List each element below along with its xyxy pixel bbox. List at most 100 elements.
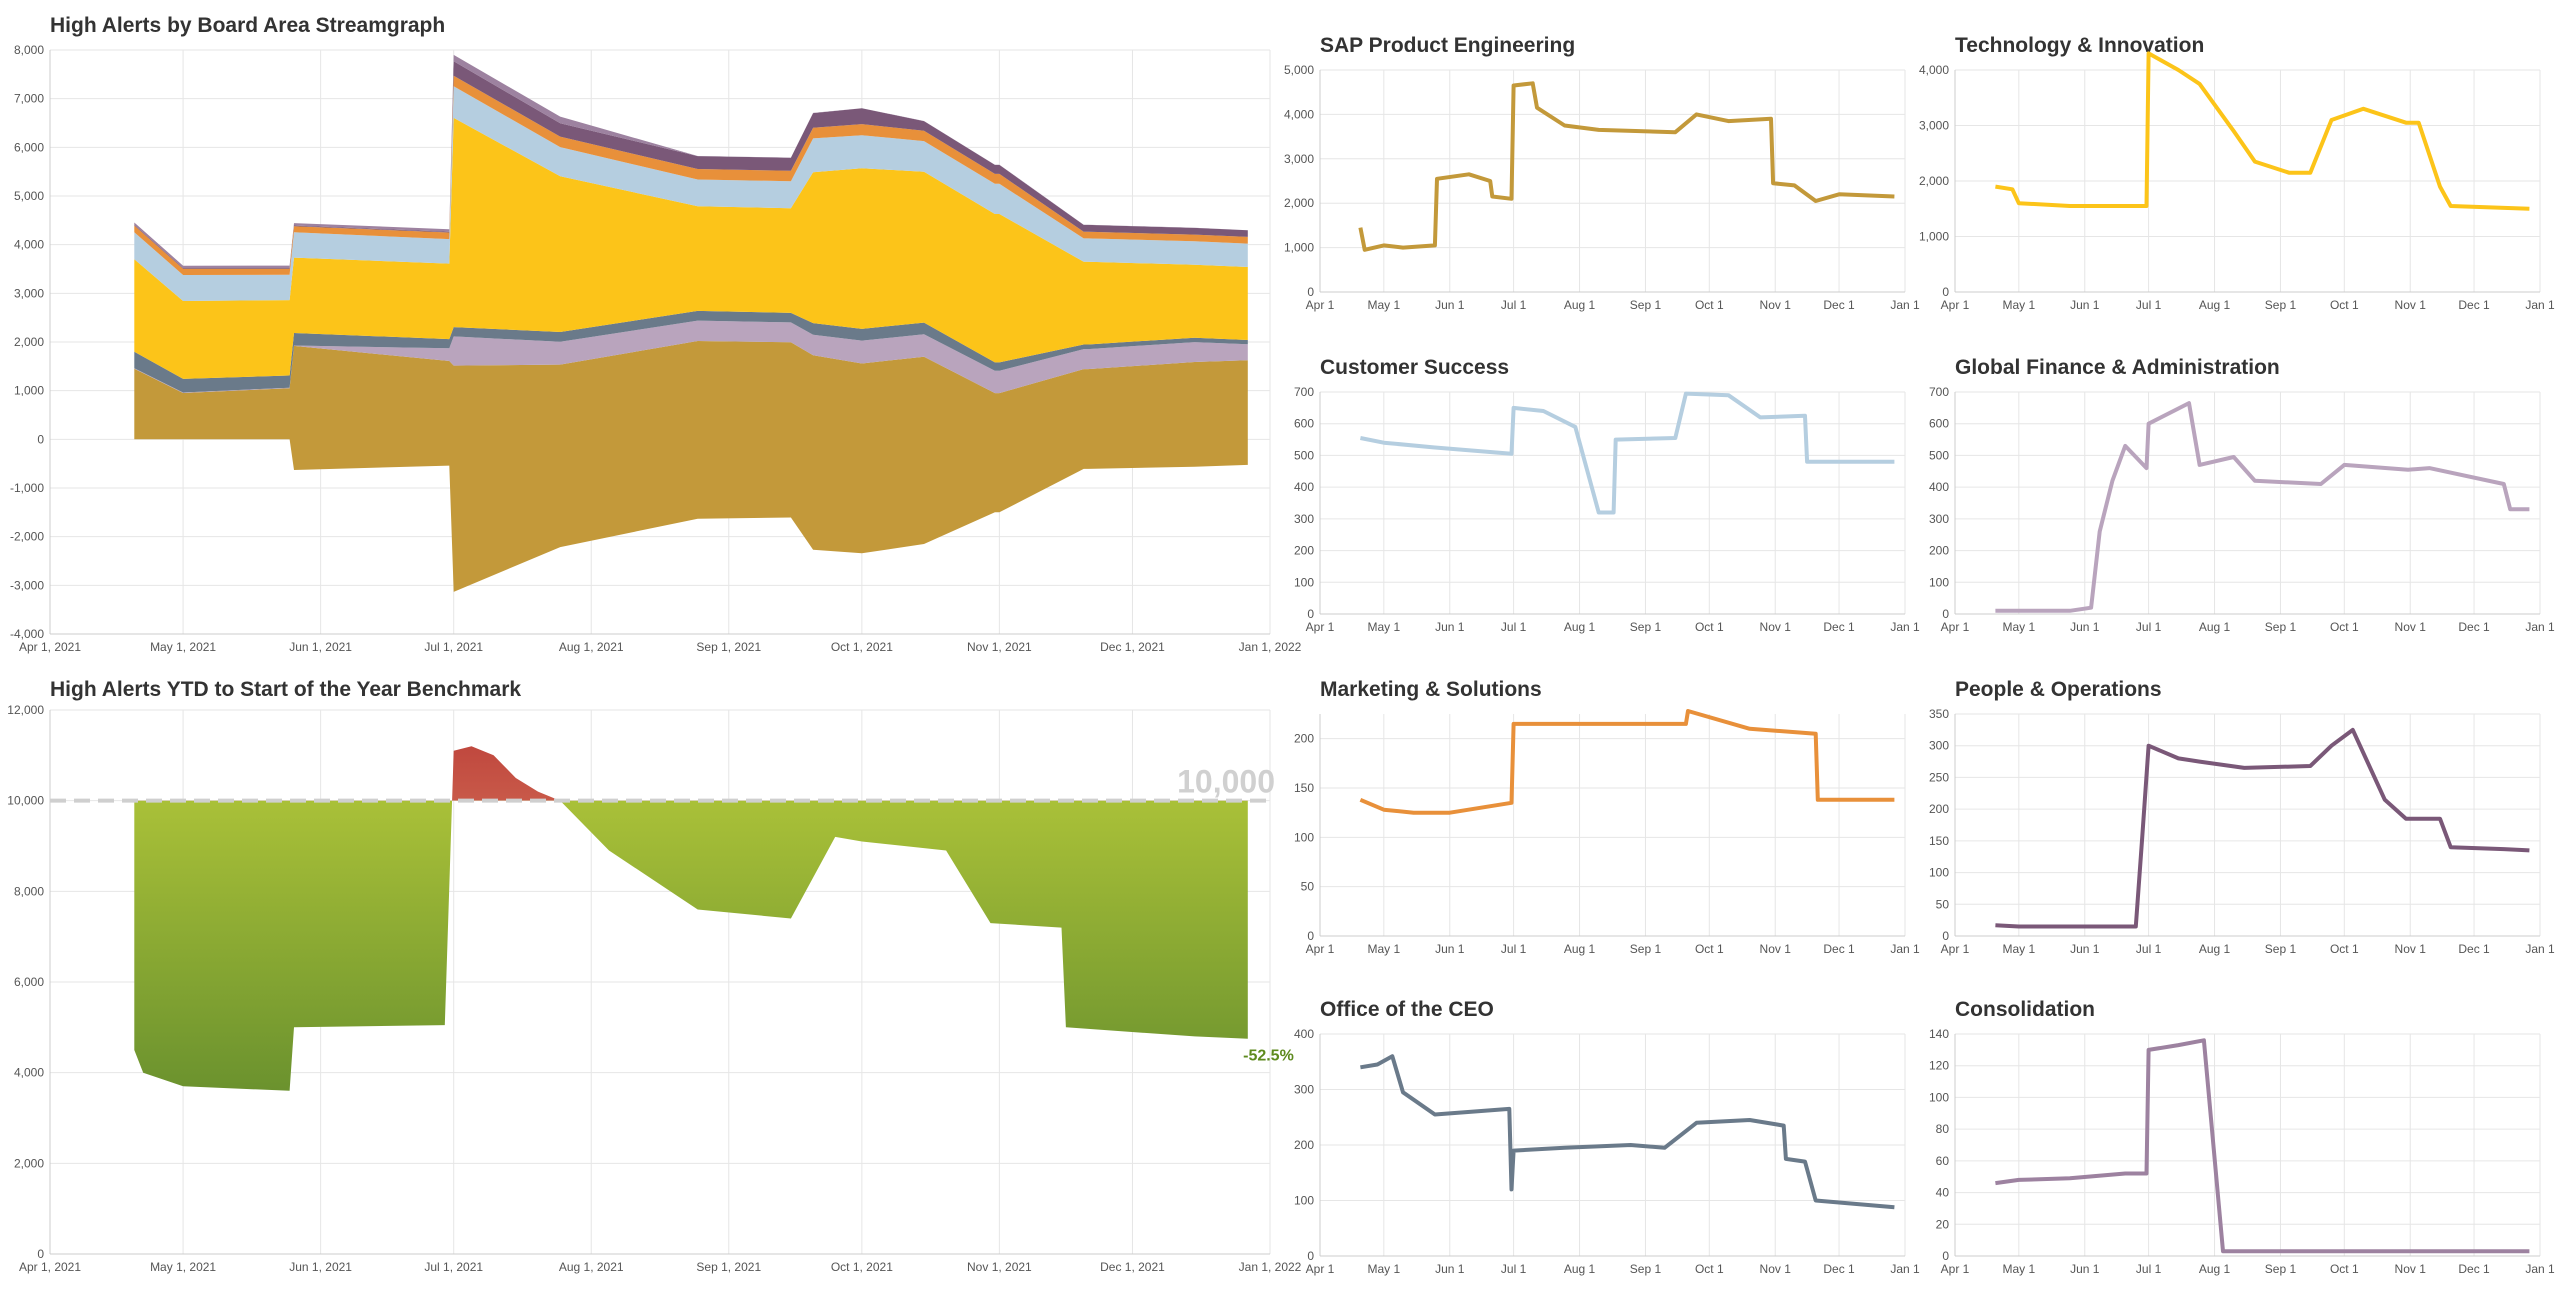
y-tick-label: 250 (1929, 770, 1949, 784)
x-tick-label: Apr 1 (1306, 942, 1335, 956)
x-tick-label: Oct 1 (1695, 1262, 1724, 1276)
x-tick-label: Jul 1 (2136, 1262, 2162, 1276)
x-tick-label: Aug 1 (2199, 298, 2231, 312)
y-tick-label: 5,000 (14, 189, 44, 203)
chart-svg: Apr 1 May 1 Jun 1 Jul 1 Aug 1 Sep 1 Oct 1 Nov 1… (1294, 385, 1920, 634)
y-tick-label: 200 (1929, 802, 1949, 816)
x-tick-label: Apr 1 (1941, 620, 1970, 634)
x-tick-label: Dec 1, 2021 (1100, 640, 1165, 654)
x-tick-label: Dec 1 (1823, 298, 1855, 312)
mini-chart-title: Consolidation (1955, 998, 2095, 1021)
x-tick-label: Jun 1 (1435, 298, 1465, 312)
y-tick-label: -4,000 (10, 627, 44, 641)
y-tick-label: 0 (1307, 607, 1314, 621)
mini-chart-title: Marketing & Solutions (1320, 678, 1542, 701)
y-tick-label: 200 (1294, 732, 1314, 746)
y-tick-label: 50 (1301, 880, 1315, 894)
y-tick-label: 100 (1929, 1090, 1949, 1104)
x-tick-label: Nov 1 (1760, 620, 1792, 634)
series-line (1360, 391, 1895, 515)
x-tick-label: Oct 1, 2021 (831, 1260, 893, 1274)
x-tick-label: Nov 1 (2395, 1262, 2427, 1276)
y-tick-label: 400 (1294, 480, 1314, 494)
x-tick-label: Jun 1, 2021 (289, 1260, 352, 1274)
chart-svg: Apr 1, 2021 May 1, 2021 Jun 1, 2021 Jul 1, … (7, 703, 1301, 1274)
x-tick-label: Nov 1 (1760, 1262, 1792, 1276)
gridlines (1954, 1033, 2541, 1257)
series-line (1358, 81, 1895, 252)
below-benchmark-area (134, 800, 1248, 1091)
x-tick-label: Nov 1 (2395, 298, 2427, 312)
x-tick-label: Jan 1 (2525, 1262, 2555, 1276)
y-tick-label: 1,000 (14, 384, 44, 398)
y-tick-label: 350 (1929, 707, 1949, 721)
y-tick-label: 100 (1294, 830, 1314, 844)
y-tick-label: 3,000 (14, 286, 44, 300)
x-tick-label: Jun 1 (1435, 942, 1465, 956)
x-tick-label: Jun 1, 2021 (289, 640, 352, 654)
end-change-label: -52.5% (1243, 1048, 1294, 1065)
x-tick-label: Sep 1 (1630, 298, 1662, 312)
x-tick-label: Aug 1 (2199, 620, 2231, 634)
y-tick-label: 120 (1929, 1059, 1949, 1073)
mini-chart-title: Office of the CEO (1320, 998, 1494, 1021)
x-tick-label: Sep 1 (2265, 1262, 2297, 1276)
y-tick-label: 150 (1294, 781, 1314, 795)
x-tick-label: Aug 1, 2021 (559, 1260, 624, 1274)
x-tick-label: Aug 1 (2199, 942, 2231, 956)
x-tick-label: Sep 1 (1630, 942, 1662, 956)
chart-svg: Apr 1 May 1 Jun 1 Jul 1 Aug 1 Sep 1 Oct 1 Nov 1… (1929, 707, 2555, 956)
x-tick-label: Apr 1, 2021 (19, 1260, 81, 1274)
x-tick-label: Sep 1, 2021 (696, 1260, 761, 1274)
x-tick-label: Oct 1 (2330, 620, 2359, 634)
mini-chart-sap-product-engineering: SAP Product Engineering Apr 1 May 1 Jun 1 J… (1284, 34, 1920, 334)
mini-chart-title: People & Operations (1955, 678, 2162, 701)
x-tick-label: Jun 1 (1435, 1262, 1465, 1276)
y-tick-label: 20 (1936, 1217, 1950, 1231)
y-tick-label: 400 (1294, 1027, 1314, 1041)
y-tick-label: 0 (37, 1247, 44, 1261)
y-tick-label: 8,000 (14, 884, 44, 898)
y-tick-label: 6,000 (14, 140, 44, 154)
mini-chart-consolidation: Consolidation Apr 1 May 1 Jun 1 Jul 1 Aug 1 S… (1929, 998, 2555, 1298)
y-tick-label: 140 (1929, 1027, 1949, 1041)
x-tick-label: Nov 1 (2395, 620, 2427, 634)
y-tick-label: 60 (1936, 1154, 1950, 1168)
stream-layer-1 (134, 320, 1248, 394)
x-tick-label: May 1 (1367, 942, 1400, 956)
y-tick-label: 12,000 (7, 703, 44, 717)
x-tick-label: Dec 1 (1823, 1262, 1855, 1276)
y-tick-label: 4,000 (14, 1066, 44, 1080)
x-tick-label: Dec 1, 2021 (1100, 1260, 1165, 1274)
x-tick-label: Jul 1 (1501, 298, 1527, 312)
mini-chart-title: SAP Product Engineering (1320, 34, 1576, 57)
y-tick-label: 0 (1307, 1249, 1314, 1263)
y-tick-label: -3,000 (10, 578, 44, 592)
chart-svg: Apr 1 May 1 Jun 1 Jul 1 Aug 1 Sep 1 Oct 1 Nov 1… (1929, 1027, 2555, 1276)
chart-svg: Apr 1, 2021 May 1, 2021 Jun 1, 2021 Jul 1, … (10, 43, 1302, 654)
x-tick-label: May 1, 2021 (150, 640, 216, 654)
gridlines (1319, 69, 1906, 293)
x-tick-label: Jun 1 (2070, 1262, 2100, 1276)
y-tick-label: 6,000 (14, 975, 44, 989)
stream-layer-3 (134, 117, 1248, 379)
x-tick-label: May 1, 2021 (150, 1260, 216, 1274)
x-tick-label: May 1 (1367, 298, 1400, 312)
gridlines (1954, 69, 2541, 293)
x-tick-label: Jan 1 (1890, 942, 1920, 956)
x-tick-label: Nov 1 (1760, 298, 1792, 312)
y-tick-label: 3,000 (1919, 119, 1949, 133)
mini-chart-title: Global Finance & Administration (1955, 356, 2280, 379)
x-tick-label: Jul 1 (2136, 298, 2162, 312)
mini-chart-technology-innovation: Technology & Innovation Apr 1 May 1 Jun 1 J… (1919, 34, 2555, 334)
y-tick-label: 300 (1929, 512, 1949, 526)
x-tick-label: Jan 1 (2525, 298, 2555, 312)
y-tick-label: 5,000 (1284, 63, 1314, 77)
y-tick-label: 700 (1929, 385, 1949, 399)
series-line (1995, 1038, 2530, 1254)
y-tick-label: 3,000 (1284, 152, 1314, 166)
x-tick-label: Jan 1, 2022 (1239, 1260, 1302, 1274)
y-tick-label: 0 (1307, 285, 1314, 299)
y-tick-label: 2,000 (1919, 174, 1949, 188)
benchmark-panel: High Alerts YTD to Start of the Year Ben… (7, 678, 1301, 1288)
